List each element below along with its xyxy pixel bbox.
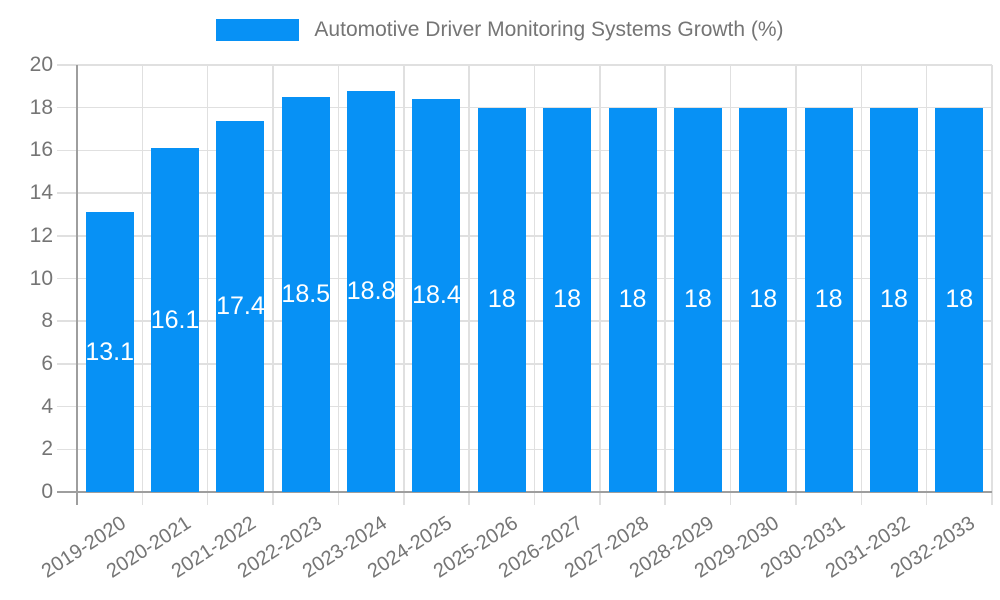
y-tick-label: 2	[41, 437, 53, 461]
bar[interactable]: 18.8	[346, 90, 396, 492]
bar-value-label: 18	[749, 285, 778, 314]
x-grid-line	[272, 65, 274, 505]
x-grid-line	[729, 65, 732, 505]
x-axis-line	[57, 491, 992, 493]
bar-value-label: 18.5	[281, 280, 331, 308]
x-grid-line	[403, 65, 405, 505]
legend-swatch	[216, 19, 300, 41]
bar[interactable]: 18	[739, 107, 788, 492]
bar[interactable]: 17.4	[216, 120, 265, 492]
x-grid-line	[337, 65, 340, 505]
bar-value-label: 18	[814, 285, 843, 314]
bar[interactable]: 18.5	[281, 97, 331, 492]
x-grid-line	[533, 65, 536, 505]
x-grid-line	[664, 65, 666, 505]
bar-value-label: 16.1	[150, 305, 200, 334]
bar[interactable]: 18	[935, 107, 984, 492]
x-grid-line	[141, 65, 144, 505]
bar[interactable]: 18	[543, 107, 592, 492]
bar[interactable]: 18	[477, 107, 526, 492]
x-grid-line	[860, 65, 863, 505]
y-grid-line	[57, 64, 992, 66]
legend-item[interactable]: Automotive Driver Monitoring Systems Gro…	[216, 18, 784, 42]
y-tick-label: 14	[29, 181, 53, 205]
bar[interactable]: 18	[608, 107, 657, 492]
x-grid-line	[206, 65, 209, 505]
legend-label: Automotive Driver Monitoring Systems Gro…	[314, 18, 784, 41]
x-grid-line	[468, 65, 470, 505]
bar-value-label: 18	[945, 285, 974, 314]
y-tick-label: 8	[41, 309, 53, 333]
y-tick-label: 20	[29, 53, 53, 76]
bar[interactable]: 18	[804, 107, 853, 492]
legend: Automotive Driver Monitoring Systems Gro…	[0, 18, 1000, 42]
y-axis-line	[76, 65, 78, 505]
bar[interactable]: 13.1	[85, 212, 135, 492]
bar-value-label: 18.4	[412, 281, 461, 310]
bar[interactable]: 18	[673, 107, 722, 492]
y-tick-label: 16	[29, 138, 53, 162]
x-tick-label: 2019-2020	[37, 512, 130, 583]
bar[interactable]: 18.4	[412, 99, 461, 492]
bar-value-label: 18	[880, 285, 908, 314]
bar-value-label: 17.4	[216, 291, 265, 320]
y-tick-label: 18	[29, 95, 53, 119]
bar-value-label: 18	[553, 285, 582, 314]
x-grid-line	[795, 65, 797, 505]
y-tick-label: 12	[29, 223, 53, 247]
x-grid-line	[599, 65, 601, 505]
x-grid-line	[991, 65, 993, 505]
bar[interactable]: 16.1	[151, 148, 199, 492]
bar-value-label: 18	[683, 285, 712, 314]
y-tick-label: 10	[29, 266, 53, 290]
y-tick-label: 6	[41, 351, 53, 375]
bar-value-label: 13.1	[85, 337, 135, 366]
x-grid-line	[925, 65, 928, 505]
y-tick-label: 4	[41, 394, 53, 418]
y-tick-label: 0	[41, 480, 53, 503]
bar[interactable]: 18	[869, 107, 918, 492]
bar-value-label: 18	[618, 285, 647, 314]
bar-value-label: 18	[487, 285, 516, 314]
bar-value-label: 18.8	[346, 276, 396, 305]
